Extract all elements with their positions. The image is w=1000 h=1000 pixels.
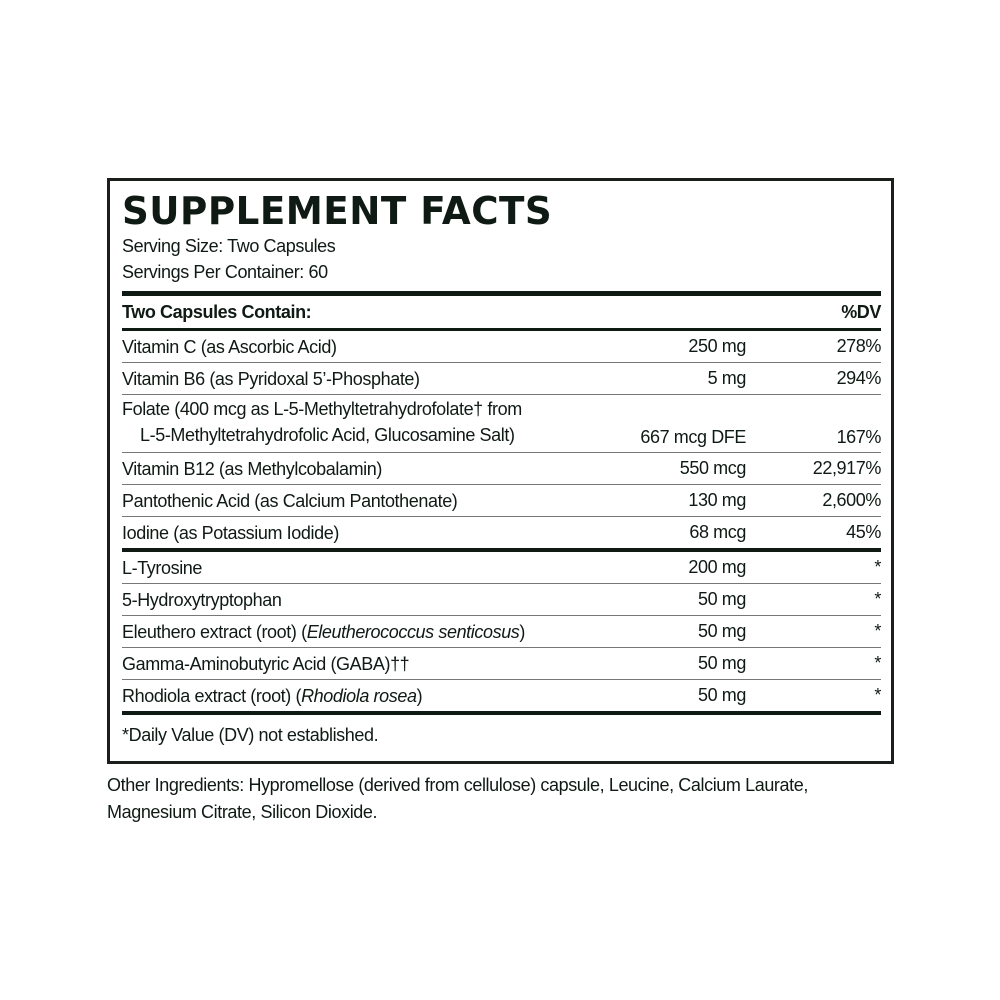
ingredient-name: Rhodiola extract (root) (Rhodiola rosea) [122,683,576,709]
ingredient-name: L-Tyrosine [122,557,203,578]
table-row: Folate (400 mcg as L-5-Methyltetrahydrof… [122,395,881,452]
ingredient-amount: 50 mg [697,589,746,609]
table-row: Vitamin C (as Ascorbic Acid) 250 mg 278% [122,331,881,362]
divider [122,615,881,616]
nutrient-amount: 550 mcg [679,458,747,478]
divider [122,583,881,584]
nutrient-dv: 2,600% [822,490,881,510]
table-row: Vitamin B12 (as Methylcobalamin) 550 mcg 2… [122,453,881,484]
nutrient-dv: 278% [836,336,882,356]
nutrient-dv: 45% [846,522,881,542]
nutrient-amount: 68 mcg [689,522,746,542]
supplement-facts-panel: SUPPLEMENT FACTS Serving Size: Two Capsu… [107,178,894,764]
table-row: Rhodiola extract (root) (Rhodiola rosea)… [122,680,881,711]
ingredient-dv: * [874,621,881,641]
ingredient-amount: 200 mg [688,557,746,577]
nutrient-name-line1: Folate (400 mcg as L-5-Methyltetrahydrof… [122,399,522,419]
divider [122,362,881,363]
table-row: Gamma-Aminobutyric Acid (GABA)†† 50 mg * [122,648,881,679]
table-header: Two Capsules Contain: %DV [122,296,881,328]
ingredient-dv: * [874,685,881,705]
divider [122,394,881,395]
ingredient-dv: * [874,557,881,577]
table-row: Pantothenic Acid (as Calcium Pantothenat… [122,485,881,516]
nutrient-name: Folate (400 mcg as L-5-Methyltetrahydrof… [122,396,576,448]
panel-title: SUPPLEMENT FACTS [122,189,553,233]
servings-per-container: Servings Per Container: 60 [122,262,328,282]
header-name: Two Capsules Contain: [122,302,312,322]
ingredient-common-name: Eleuthero extract (root) ( [122,621,307,642]
nutrient-dv: 22,917% [812,458,882,478]
nutrient-dv: 294% [836,368,882,388]
ingredient-amount: 50 mg [697,653,746,673]
ingredient-amount: 50 mg [697,685,746,705]
serving-size: Serving Size: Two Capsules [122,236,336,256]
nutrient-name: Vitamin B6 (as Pyridoxal 5’-Phosphate) [122,368,420,389]
divider [122,484,881,485]
ingredient-name: Eleuthero extract (root) (Eleutherococcu… [122,619,576,645]
other-ingredients-line2: Magnesium Citrate, Silicon Dioxide. [107,802,378,822]
divider [122,516,881,517]
ingredient-name: Gamma-Aminobutyric Acid (GABA)†† [122,653,410,674]
nutrient-amount: 130 mg [688,490,746,510]
divider [122,647,881,648]
divider [122,711,881,715]
table-row: L-Tyrosine 200 mg * [122,552,881,583]
other-ingredients-line1: Other Ingredients: Hypromellose (derived… [107,775,808,795]
divider [122,328,881,331]
ingredient-latin-name: Rhodiola rosea [301,685,417,706]
nutrient-name: Vitamin B12 (as Methylcobalamin) [122,458,382,479]
header-dv: %DV [841,301,881,322]
divider [122,548,881,552]
table-row: 5-Hydroxytryptophan 50 mg * [122,584,881,615]
nutrient-amount: 250 mg [688,336,746,356]
table-row: Eleuthero extract (root) (Eleutherococcu… [122,616,881,647]
ingredient-dv: * [874,589,881,609]
divider [122,679,881,680]
ingredient-amount: 50 mg [697,621,746,641]
other-ingredients: Other Ingredients: Hypromellose (derived… [107,772,887,826]
nutrient-name-line2: L-5-Methyltetrahydrofolic Acid, Glucosam… [140,425,515,445]
ingredient-suffix: ) [519,621,526,642]
nutrient-name: Vitamin C (as Ascorbic Acid) [122,336,337,357]
ingredient-name: 5-Hydroxytryptophan [122,589,282,610]
nutrient-amount: 667 mcg DFE [640,427,746,447]
divider [122,291,881,296]
ingredient-common-name: Rhodiola extract (root) ( [122,685,302,706]
divider [122,452,881,453]
ingredient-suffix: ) [416,685,423,706]
ingredient-dv: * [874,653,881,673]
table-row: Vitamin B6 (as Pyridoxal 5’-Phosphate) 5 … [122,363,881,394]
table-row: Iodine (as Potassium Iodide) 68 mcg 45% [122,517,881,548]
nutrient-amount: 5 mg [707,368,747,388]
nutrient-dv: 167% [836,427,882,447]
ingredient-latin-name: Eleutherococcus senticosus [306,621,520,642]
nutrient-name: Iodine (as Potassium Iodide) [122,522,339,543]
nutrient-name: Pantothenic Acid (as Calcium Pantothenat… [122,490,458,511]
footnote: *Daily Value (DV) not established. [122,725,379,745]
